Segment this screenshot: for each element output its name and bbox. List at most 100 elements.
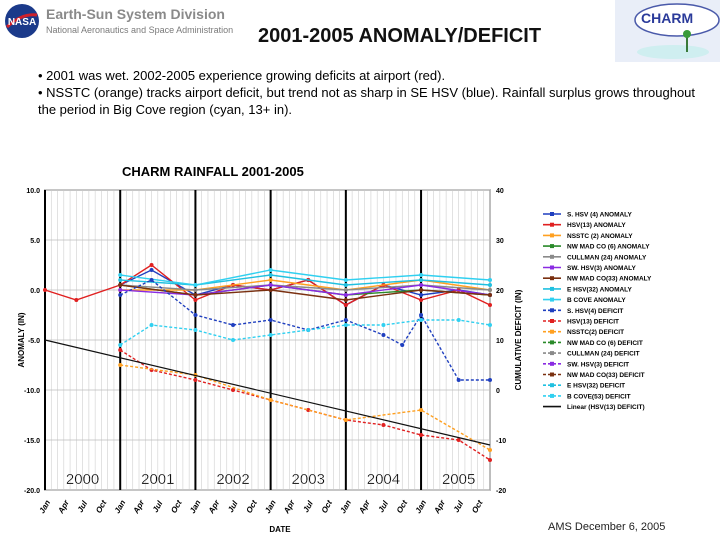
legend-marker xyxy=(550,244,554,249)
slide-header: NASA Earth-Sun System Division National … xyxy=(0,0,720,62)
legend-label: B COVE(53) DEFICIT xyxy=(567,393,631,400)
x-tick-label: Oct xyxy=(395,498,410,514)
svg-text:NASA: NASA xyxy=(8,17,36,28)
data-point xyxy=(488,458,492,462)
data-point xyxy=(193,298,198,302)
legend-label: NSSTC(2) DEFICIT xyxy=(567,329,624,336)
series-line xyxy=(120,284,491,296)
series-line xyxy=(120,284,491,291)
x-axis-label: DATE xyxy=(269,525,291,534)
data-point xyxy=(43,288,47,292)
data-point xyxy=(231,338,236,342)
legend-label: HSV(13) ANOMALY xyxy=(567,222,626,229)
series-line xyxy=(119,349,491,461)
legend-label: SW. HSV(3) ANOMALY xyxy=(567,265,637,272)
legend-label: NW MAD CO(33) DEFICIT xyxy=(567,372,645,379)
x-tick-label: Jul xyxy=(301,499,315,514)
data-point xyxy=(488,303,492,307)
x-tick-label: Apr xyxy=(357,498,373,516)
y-tick-label-left: -15.0 xyxy=(24,438,40,445)
footer-text: AMS December 6, 2005 xyxy=(548,521,666,533)
series-line xyxy=(120,279,491,291)
legend-marker xyxy=(550,276,554,281)
data-point xyxy=(400,343,405,347)
year-label: 2004 xyxy=(367,471,400,488)
legend-label: HSV(13) DEFICIT xyxy=(567,319,619,326)
data-point xyxy=(193,293,198,297)
year-label: 2003 xyxy=(292,471,325,488)
data-point xyxy=(193,283,198,287)
data-point xyxy=(343,298,348,302)
legend-label: NSSTC (2) ANOMALY xyxy=(567,233,633,240)
data-point xyxy=(306,328,311,332)
series-line xyxy=(44,339,491,446)
charm-logo-text: CHARM xyxy=(641,10,694,26)
x-tick-label: Jan xyxy=(188,498,203,515)
x-tick-label: Oct xyxy=(470,498,485,514)
legend-marker xyxy=(550,254,554,259)
legend-marker xyxy=(550,351,554,356)
data-point xyxy=(343,323,348,327)
data-point xyxy=(268,273,273,277)
data-point xyxy=(456,378,461,382)
x-tick-label: Apr xyxy=(131,498,147,516)
data-point xyxy=(343,283,348,287)
y-axis-label-left: ANOMALY (IN) xyxy=(17,312,26,367)
data-point xyxy=(118,273,123,277)
x-tick-label: Apr xyxy=(281,498,297,516)
year-label: 2000 xyxy=(66,471,99,488)
y-tick-label-left: 0.0 xyxy=(30,288,40,295)
data-point xyxy=(343,293,348,297)
data-point xyxy=(343,303,348,307)
legend-marker xyxy=(550,319,554,323)
data-point xyxy=(268,333,273,337)
slide-title: 2001-2005 ANOMALY/DEFICIT xyxy=(258,25,542,47)
legend-label: CULLMAN (24) ANOMALY xyxy=(567,254,647,261)
data-point xyxy=(488,288,492,292)
x-tick-label: Jul xyxy=(151,499,165,514)
data-point xyxy=(419,408,424,412)
data-point xyxy=(419,313,424,317)
y-tick-label-left: -20.0 xyxy=(24,488,40,495)
legend-label: SW. HSV(3) DEFICIT xyxy=(567,361,629,368)
data-point xyxy=(149,278,154,282)
x-tick-label: Oct xyxy=(320,498,335,514)
x-tick-label: Jul xyxy=(452,499,466,514)
legend-label: CULLMAN (24) DEFICIT xyxy=(567,351,640,358)
y-tick-label-right: -10 xyxy=(496,438,506,445)
legend-label: NW MAD CO (6) ANOMALY xyxy=(567,244,650,251)
year-label: 2002 xyxy=(216,471,249,488)
legend-marker xyxy=(550,340,554,345)
y-tick-label-right: 20 xyxy=(496,288,504,295)
x-tick-label: Oct xyxy=(244,498,259,514)
legend-marker xyxy=(550,286,554,291)
legend-marker xyxy=(550,393,554,398)
legend-marker xyxy=(550,233,554,238)
data-point xyxy=(149,323,154,327)
y-tick-label-right: 30 xyxy=(496,238,504,245)
data-point xyxy=(149,263,154,267)
rainfall-chart: 10.0 5.0 0.0 -5.0 -10.0 -15.0 -20.0 40 30 20 10 0 -1… xyxy=(17,164,652,534)
legend-marker xyxy=(550,265,554,270)
data-point xyxy=(268,288,273,292)
legend-label: S. HSV (4) ANOMALY xyxy=(567,212,633,219)
data-point xyxy=(118,278,123,282)
data-point xyxy=(488,283,492,287)
data-point xyxy=(193,328,198,332)
data-point xyxy=(74,298,79,302)
x-tick-label: Oct xyxy=(169,498,184,514)
data-point xyxy=(268,283,273,287)
data-point xyxy=(268,398,273,402)
data-point xyxy=(118,363,123,367)
y-tick-label-right: 0 xyxy=(496,388,500,395)
legend-label: E HSV(32) ANOMALY xyxy=(567,286,633,293)
legend-marker xyxy=(550,212,554,216)
data-point xyxy=(268,278,273,282)
nasa-logo-icon: NASA xyxy=(5,4,39,38)
data-point xyxy=(488,378,492,382)
x-tick-label: Jul xyxy=(376,499,390,514)
x-tick-label: Jan xyxy=(414,498,429,515)
data-point xyxy=(193,378,198,382)
legend-marker xyxy=(550,308,554,313)
data-point xyxy=(343,418,348,422)
